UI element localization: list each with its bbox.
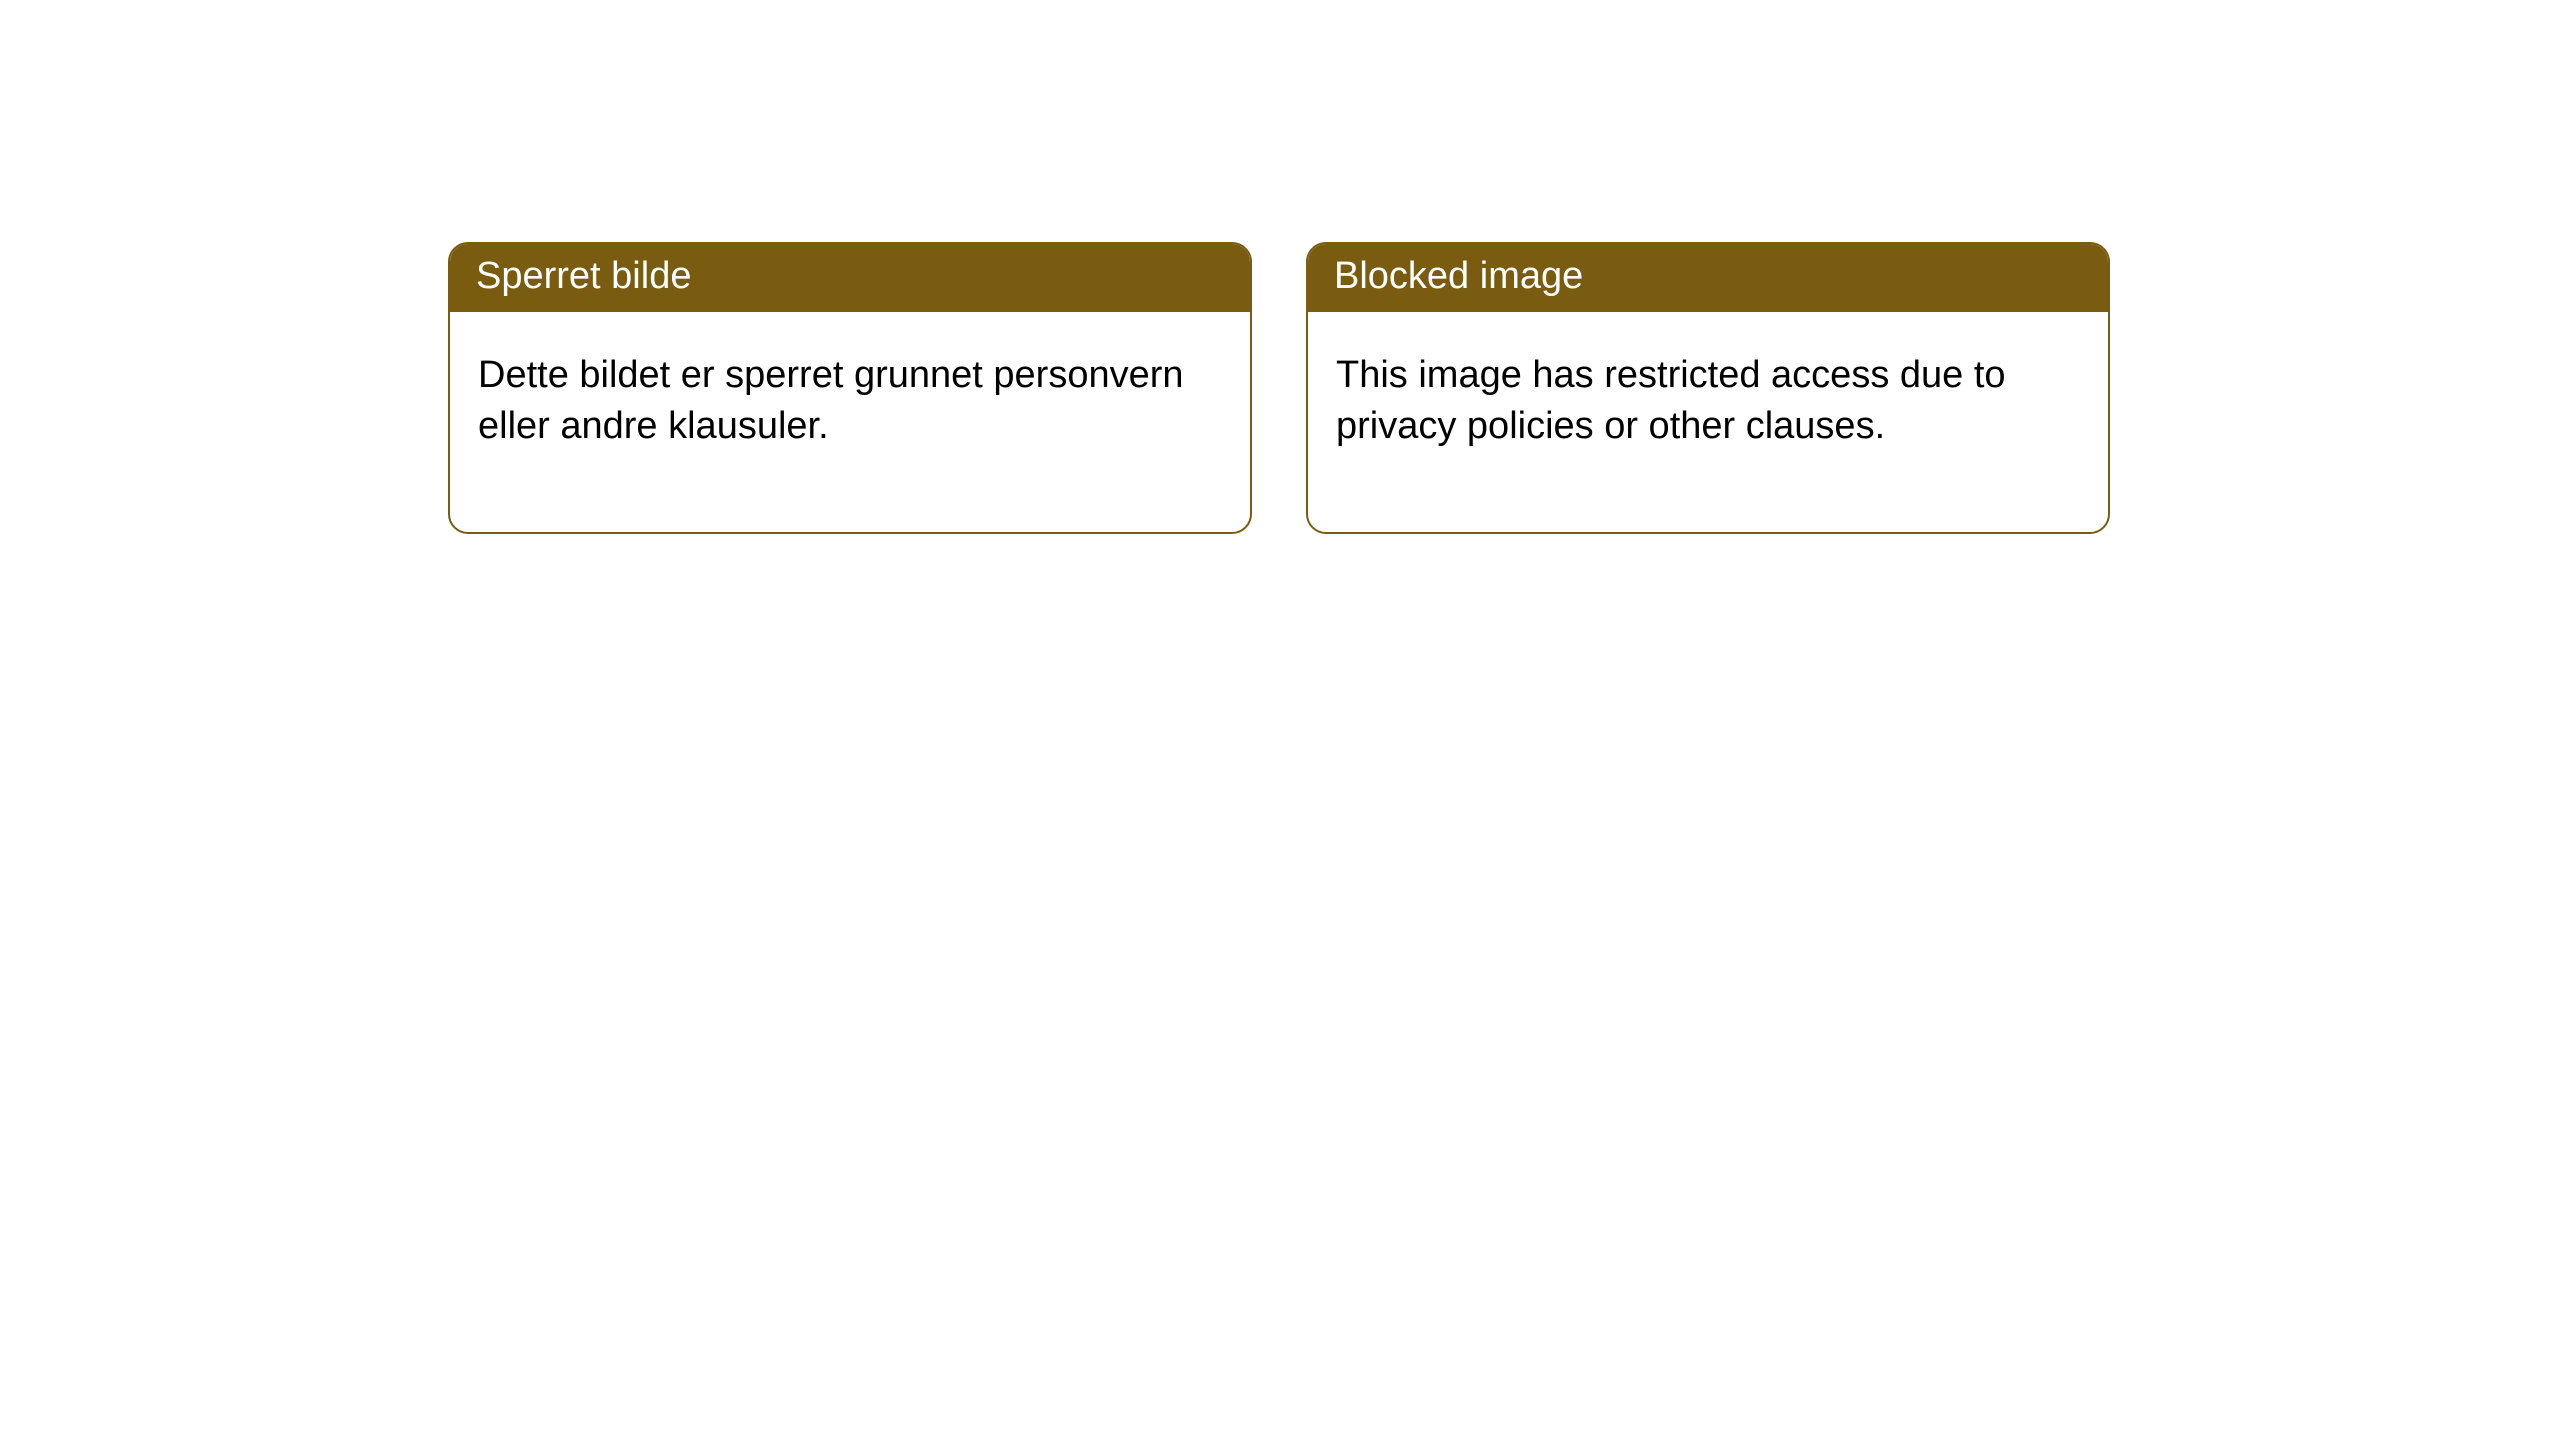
- card-header: Blocked image: [1308, 244, 2108, 312]
- card-header: Sperret bilde: [450, 244, 1250, 312]
- card-body-text: Dette bildet er sperret grunnet personve…: [478, 354, 1184, 447]
- card-body: Dette bildet er sperret grunnet personve…: [450, 312, 1250, 533]
- card-body-text: This image has restricted access due to …: [1336, 354, 2006, 447]
- card-body: This image has restricted access due to …: [1308, 312, 2108, 533]
- card-title: Sperret bilde: [476, 255, 691, 297]
- card-title: Blocked image: [1334, 255, 1583, 297]
- notice-card-norwegian: Sperret bilde Dette bildet er sperret gr…: [448, 242, 1252, 534]
- notice-container: Sperret bilde Dette bildet er sperret gr…: [0, 0, 2560, 534]
- notice-card-english: Blocked image This image has restricted …: [1306, 242, 2110, 534]
